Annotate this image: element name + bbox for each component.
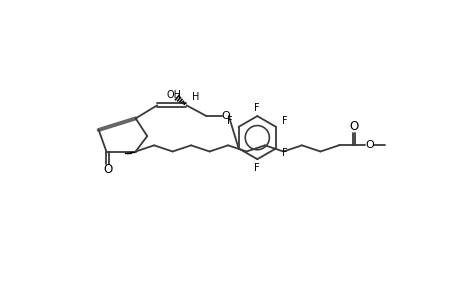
Text: O: O xyxy=(364,140,373,150)
Text: OH: OH xyxy=(166,90,181,100)
Text: F: F xyxy=(226,116,232,126)
Text: F: F xyxy=(254,103,259,112)
Text: F: F xyxy=(282,116,287,126)
Text: F: F xyxy=(282,148,287,158)
Text: O: O xyxy=(348,120,358,134)
Text: O: O xyxy=(103,164,112,176)
Text: F: F xyxy=(254,163,259,173)
Text: H: H xyxy=(191,92,199,102)
Text: O: O xyxy=(221,111,230,121)
